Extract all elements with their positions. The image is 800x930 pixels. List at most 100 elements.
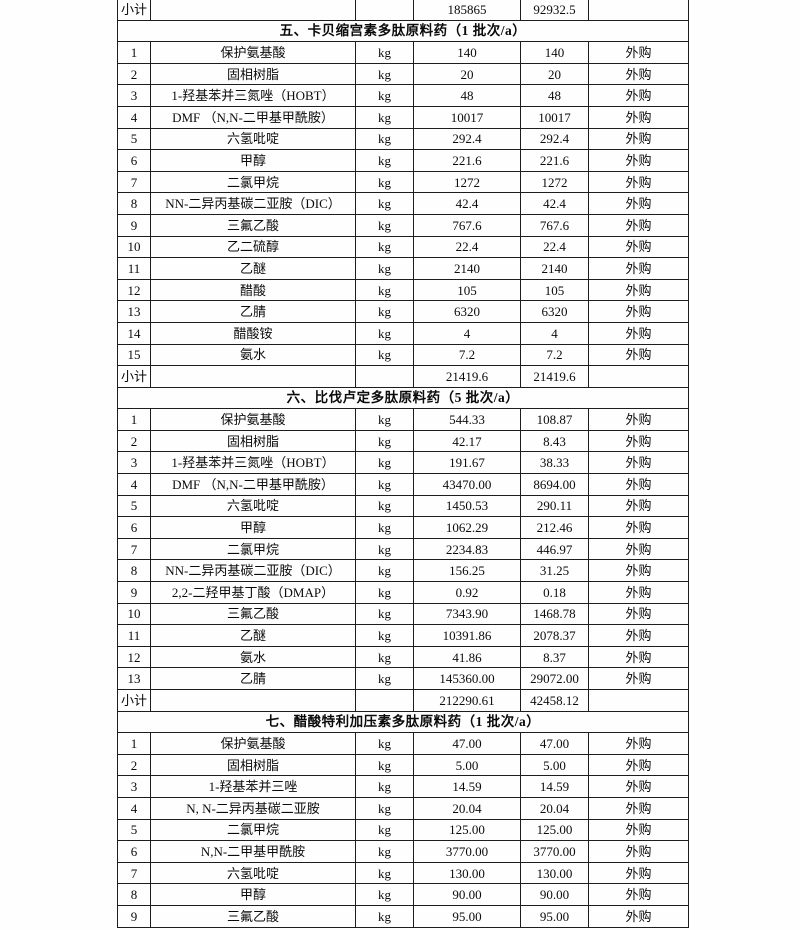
cell-no: 8 [117,883,151,906]
cell-qty2: 8.43 [520,429,589,453]
cell-name: 三氟乙酸 [150,602,356,626]
cell-qty2: 10017 [520,105,589,129]
cell-qty1: 145360.00 [413,667,521,690]
material-row: 8 甲醇 kg 90.00 90.00 外购 [117,883,689,906]
cell-source: 外购 [588,818,689,842]
material-row: 15 氨水 kg 7.2 7.2 外购 [117,343,689,367]
material-row: 8 NN-二异丙基碳二亚胺（DIC） kg 156.25 31.25 外购 [117,559,689,583]
material-row: 9 三氟乙酸 kg 767.6 767.6 外购 [117,213,689,237]
cell-qty1: 0.92 [413,581,521,604]
cell-name: N, N-二异丙基碳二亚胺 [150,796,356,820]
cell-unit: kg [355,257,414,280]
table-body: 小计 185865 92932.5 五、卡贝缩宫素多肽原料药（1 批次/a） 1 保护氨基… [117,0,689,928]
cell-no: 3 [117,451,151,475]
cell-unit: kg [355,516,414,539]
cell-no: 5 [117,127,151,151]
cell-source [588,365,689,388]
cell-no: 3 [117,84,151,107]
cell-no: 14 [117,321,151,345]
cell-qty2: 2078.37 [520,624,589,647]
cell-source: 外购 [588,213,689,237]
material-row: 1 保护氨基酸 kg 544.33 108.87 外购 [117,408,689,431]
material-row: 2 固相树脂 kg 20 20 外购 [117,62,689,86]
cell-qty2: 92932.5 [520,0,589,21]
subtotal-row: 小计 212290.61 42458.12 [117,689,689,712]
cell-unit: kg [355,451,414,475]
cell-qty1: 90.00 [413,883,521,906]
cell-unit: kg [355,840,414,863]
cell-unit: kg [355,127,414,151]
cell-name: 保护氨基酸 [150,408,356,431]
subtotal-row: 小计 185865 92932.5 [117,0,689,21]
cell-no: 11 [117,624,151,647]
cell-source: 外购 [588,753,689,777]
material-row: 7 二氯甲烷 kg 1272 1272 外购 [117,170,689,194]
cell-no: 2 [117,429,151,453]
cell-unit: kg [355,41,414,64]
cell-qty2: 6320 [520,300,589,323]
cell-qty1: 95.00 [413,904,521,928]
cell-no: 7 [117,537,151,561]
cell-name: 氨水 [150,343,356,367]
cell-name: 2,2-二羟甲基丁酸（DMAP） [150,581,356,604]
cell-qty2: 95.00 [520,904,589,928]
cell-qty2: 140 [520,41,589,64]
cell-unit: kg [355,84,414,107]
material-row: 3 1-羟基苯并三唑 kg 14.59 14.59 外购 [117,775,689,798]
material-row: 11 乙醚 kg 2140 2140 外购 [117,257,689,280]
material-row: 2 固相树脂 kg 5.00 5.00 外购 [117,753,689,777]
cell-source: 外购 [588,192,689,215]
cell-source: 外购 [588,732,689,755]
cell-subtotal-label: 小计 [117,689,151,712]
material-row: 14 醋酸铵 kg 4 4 外购 [117,321,689,345]
material-row: 5 二氯甲烷 kg 125.00 125.00 外购 [117,818,689,842]
cell-no: 1 [117,408,151,431]
material-row: 3 1-羟基苯并三氮唑（HOBT） kg 48 48 外购 [117,84,689,107]
cell-name: 六氢吡啶 [150,494,356,518]
material-row: 7 六氢吡啶 kg 130.00 130.00 外购 [117,861,689,885]
cell-name: 乙腈 [150,300,356,323]
cell-name: 保护氨基酸 [150,41,356,64]
cell-qty1: 47.00 [413,732,521,755]
cell-source: 外购 [588,904,689,928]
cell-unit: kg [355,213,414,237]
material-row: 7 二氯甲烷 kg 2234.83 446.97 外购 [117,537,689,561]
cell-qty1: 221.6 [413,149,521,172]
cell-no: 2 [117,753,151,777]
section-title-row: 五、卡贝缩宫素多肽原料药（1 批次/a） [117,19,689,43]
cell-qty2: 130.00 [520,861,589,885]
cell-no: 15 [117,343,151,367]
cell-qty1: 20.04 [413,796,521,820]
cell-qty1: 3770.00 [413,840,521,863]
cell-no: 10 [117,602,151,626]
cell-name: 氨水 [150,645,356,669]
cell-source: 外购 [588,429,689,453]
cell-unit: kg [355,559,414,583]
material-row: 5 六氢吡啶 kg 1450.53 290.11 外购 [117,494,689,518]
cell-no: 7 [117,170,151,194]
cell-qty1: 105 [413,278,521,302]
cell-qty1: 10017 [413,105,521,129]
cell-unit: kg [355,300,414,323]
cell-subtotal-label: 小计 [117,0,151,21]
cell-unit: kg [355,105,414,129]
cell-qty2: 1272 [520,170,589,194]
cell-qty1: 6320 [413,300,521,323]
material-row: 6 N,N-二甲基甲酰胺 kg 3770.00 3770.00 外购 [117,840,689,863]
cell-name: NN-二异丙基碳二亚胺（DIC） [150,559,356,583]
material-row: 12 氨水 kg 41.86 8.37 外购 [117,645,689,669]
section-title: 六、比伐卢定多肽原料药（5 批次/a） [117,386,689,410]
cell-name: 乙二硫醇 [150,235,356,259]
cell-source: 外购 [588,494,689,518]
cell-no: 8 [117,192,151,215]
section-title: 五、卡贝缩宫素多肽原料药（1 批次/a） [117,19,689,43]
cell-qty1: 212290.61 [413,689,521,712]
cell-name: 二氯甲烷 [150,170,356,194]
cell-source: 外购 [588,602,689,626]
cell-unit: kg [355,494,414,518]
cell-qty2: 2140 [520,257,589,280]
cell-name [150,689,356,712]
cell-unit: kg [355,861,414,885]
material-row: 4 DMF （N,N-二甲基甲酰胺） kg 43470.00 8694.00 外购 [117,473,689,496]
cell-unit: kg [355,581,414,604]
